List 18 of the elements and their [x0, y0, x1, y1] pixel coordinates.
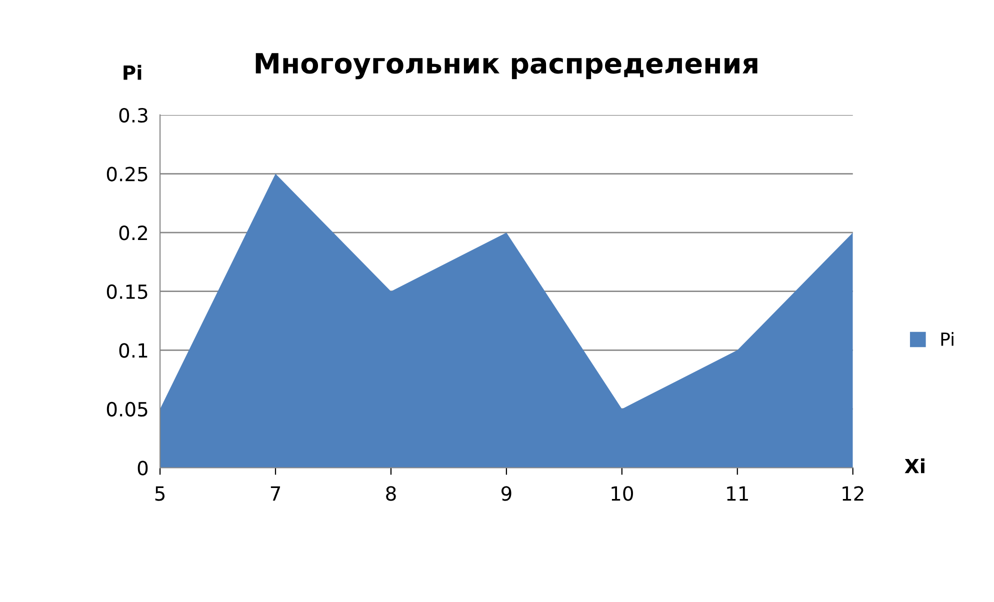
- x-axis-title: Xi: [904, 458, 924, 474]
- y-tick-label: 0: [138, 460, 148, 476]
- x-tick-label: 9: [501, 486, 512, 501]
- y-tick-label: 0.1: [119, 343, 148, 358]
- x-tick-label: 11: [727, 486, 748, 501]
- x-tick-label: 8: [386, 486, 396, 501]
- y-tick-label: 0.05: [106, 402, 148, 417]
- y-tick-label: 0.2: [119, 226, 147, 240]
- x-tick-label: 12: [842, 486, 864, 501]
- chart-title: Многоугольник распределения: [256, 53, 758, 80]
- y-tick-label: 0.25: [106, 166, 148, 182]
- x-tick-label: 5: [155, 486, 165, 501]
- x-tick-label: 10: [612, 486, 633, 501]
- legend-label: Pi: [941, 332, 954, 346]
- y-tick-label: 0.15: [106, 284, 148, 300]
- x-tick-label: 7: [270, 486, 280, 501]
- y-axis-title: Pi: [124, 64, 142, 80]
- y-tick-label: 0.3: [119, 108, 148, 123]
